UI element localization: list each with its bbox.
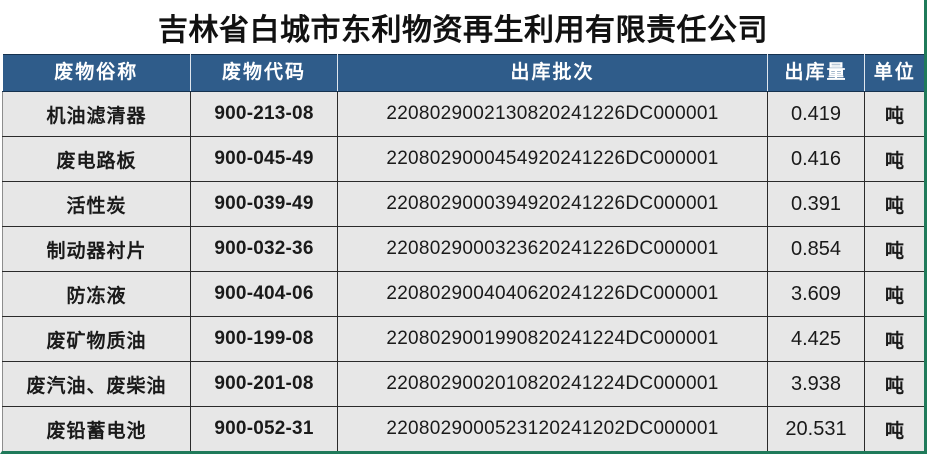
cell-code: 900-404-06 xyxy=(190,271,338,317)
cell-name: 制动器衬片 xyxy=(2,226,191,272)
table-row: 防冻液 900-404-06 2208029004040620241226DC000… xyxy=(2,271,924,317)
cell-qty: 3.609 xyxy=(767,271,865,317)
column-header-waste-code: 废物代码 xyxy=(190,54,338,92)
cell-code: 900-199-08 xyxy=(190,316,338,362)
page-title: 吉林省白城市东利物资再生利用有限责任公司 xyxy=(158,14,768,47)
cell-unit: 吨 xyxy=(864,91,924,137)
cell-qty: 0.419 xyxy=(767,91,865,137)
cell-code: 900-039-49 xyxy=(190,181,338,227)
cell-unit: 吨 xyxy=(864,271,924,317)
cell-batch: 2208029000454920241226DC000001 xyxy=(337,136,768,182)
table-row: 废电路板 900-045-49 2208029000454920241226DC00… xyxy=(2,136,924,182)
cell-code: 900-213-08 xyxy=(190,91,338,137)
cell-batch: 2208029002010820241224DC000001 xyxy=(337,361,768,407)
table-row: 废汽油、废柴油 900-201-08 2208029002010820241224D… xyxy=(2,361,924,407)
cell-unit: 吨 xyxy=(864,181,924,227)
cell-qty: 0.416 xyxy=(767,136,865,182)
table-row: 活性炭 900-039-49 2208029000394920241226DC000… xyxy=(2,181,924,227)
cell-qty: 20.531 xyxy=(767,406,865,451)
column-header-unit: 单位 xyxy=(864,54,924,92)
cell-unit: 吨 xyxy=(864,361,924,407)
cell-unit: 吨 xyxy=(864,226,924,272)
cell-batch: 2208029000394920241226DC000001 xyxy=(337,181,768,227)
cell-name: 防冻液 xyxy=(2,271,191,317)
table-header: 废物俗称 废物代码 出库批次 出库量 单位 xyxy=(2,54,924,92)
column-header-batch: 出库批次 xyxy=(337,54,768,92)
report-title-bar: 吉林省白城市东利物资再生利用有限责任公司 xyxy=(2,0,924,54)
table-row: 废铅蓄电池 900-052-31 2208029000523120241202DC0… xyxy=(2,406,924,451)
table-header-row: 废物俗称 废物代码 出库批次 出库量 单位 xyxy=(2,54,924,92)
cell-batch: 2208029002130820241226DC000001 xyxy=(337,91,768,137)
table-row: 制动器衬片 900-032-36 2208029000323620241226DC0… xyxy=(2,226,924,272)
cell-name: 废铅蓄电池 xyxy=(2,406,191,451)
cell-unit: 吨 xyxy=(864,406,924,451)
cell-qty: 3.938 xyxy=(767,361,865,407)
cell-code: 900-052-31 xyxy=(190,406,338,451)
cell-batch: 2208029000523120241202DC000001 xyxy=(337,406,768,451)
column-header-waste-name: 废物俗称 xyxy=(2,54,191,92)
cell-unit: 吨 xyxy=(864,136,924,182)
cell-batch: 2208029004040620241226DC000001 xyxy=(337,271,768,317)
column-header-quantity: 出库量 xyxy=(767,54,865,92)
cell-name: 废汽油、废柴油 xyxy=(2,361,191,407)
cell-qty: 4.425 xyxy=(767,316,865,362)
cell-code: 900-045-49 xyxy=(190,136,338,182)
cell-code: 900-201-08 xyxy=(190,361,338,407)
cell-name: 活性炭 xyxy=(2,181,191,227)
table-row: 机油滤清器 900-213-08 2208029002130820241226DC0… xyxy=(2,91,924,137)
waste-outbound-table: 废物俗称 废物代码 出库批次 出库量 单位 机油滤清器 900-213-08 220… xyxy=(2,54,924,451)
cell-name: 废矿物质油 xyxy=(2,316,191,362)
cell-name: 机油滤清器 xyxy=(2,91,191,137)
cell-batch: 2208029000323620241226DC000001 xyxy=(337,226,768,272)
cell-qty: 0.391 xyxy=(767,181,865,227)
table-body: 机油滤清器 900-213-08 2208029002130820241226DC0… xyxy=(2,91,924,451)
cell-name: 废电路板 xyxy=(2,136,191,182)
table-row: 废矿物质油 900-199-08 2208029001990820241224DC0… xyxy=(2,316,924,362)
cell-unit: 吨 xyxy=(864,316,924,362)
cell-code: 900-032-36 xyxy=(190,226,338,272)
cell-batch: 2208029001990820241224DC000001 xyxy=(337,316,768,362)
cell-qty: 0.854 xyxy=(767,226,865,272)
